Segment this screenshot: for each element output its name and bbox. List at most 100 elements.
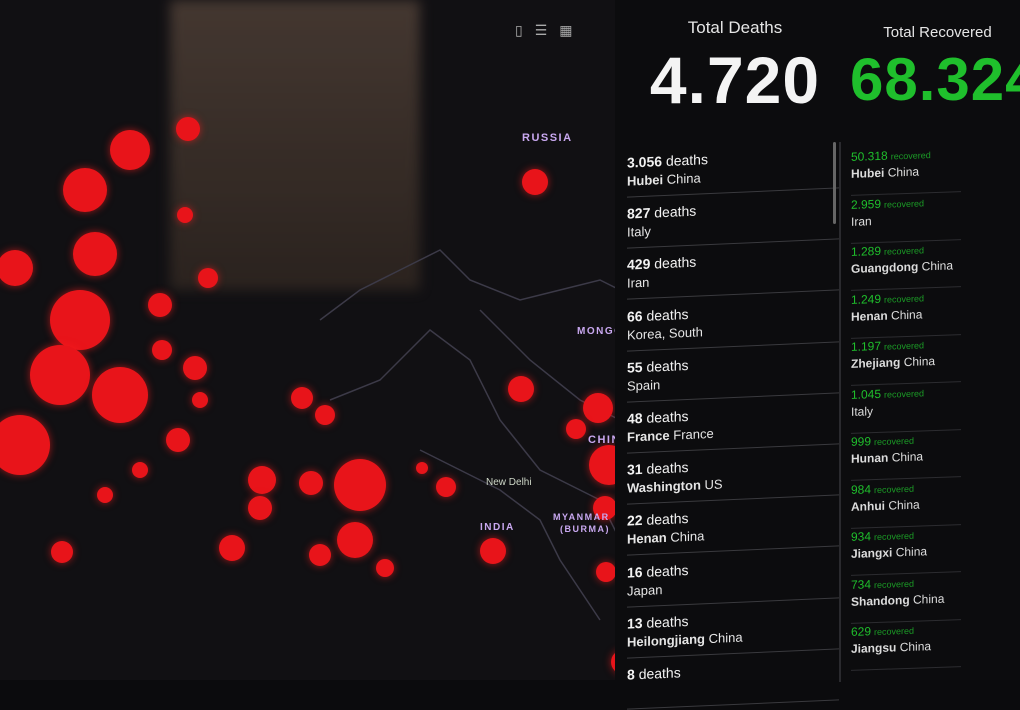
case-bubble[interactable] (593, 496, 617, 520)
case-bubble[interactable] (219, 535, 245, 561)
recovered-country: China (895, 544, 928, 560)
deaths-list-item[interactable]: 13 deaths Heilongjiang China (627, 598, 839, 659)
deaths-list-item[interactable]: 22 deaths Henan China (627, 495, 839, 557)
list-icon[interactable]: ☰ (534, 22, 548, 38)
recovered-list-item[interactable]: 1.045 recovered Italy (851, 381, 961, 433)
recovered-list-item[interactable]: 1.289 recovered Guangdong China (851, 239, 961, 291)
map-label-mongolia: MONGO (577, 326, 624, 337)
recovered-list-item[interactable]: 1.249 recovered Henan China (851, 286, 961, 338)
case-bubble[interactable] (63, 168, 107, 212)
recovered-list-item[interactable]: 50.318 recovered Hubei China (851, 144, 961, 196)
case-bubble[interactable] (248, 466, 276, 494)
case-bubble[interactable] (51, 541, 73, 563)
recovered-place: Jiangsu (851, 640, 897, 656)
case-bubble[interactable] (50, 290, 110, 350)
deaths-list-item[interactable]: 429 deaths Iran (627, 239, 839, 301)
death-country: Korea, South (627, 323, 703, 343)
case-bubble[interactable] (176, 117, 200, 141)
deaths-list-item[interactable]: 16 deaths Japan (627, 546, 839, 608)
death-unit: deaths (646, 510, 689, 529)
recovered-list-item[interactable]: 629 recovered Jiangsu China (851, 619, 961, 671)
death-count: 3.056 (627, 153, 663, 171)
deaths-list-item[interactable]: 48 deaths France France (627, 393, 839, 454)
deaths-list-item[interactable]: 8 deaths (627, 649, 839, 710)
recovered-list-item[interactable]: 999 recovered Hunan China (851, 429, 961, 481)
case-bubble[interactable] (583, 393, 613, 423)
case-bubble[interactable] (248, 496, 272, 520)
recovered-country: China (891, 306, 923, 323)
case-bubble[interactable] (299, 471, 323, 495)
case-bubble[interactable] (177, 207, 193, 223)
recovered-country: China (891, 449, 924, 465)
death-count: 22 (627, 512, 643, 529)
case-bubble[interactable] (291, 387, 313, 409)
case-bubble[interactable] (334, 459, 386, 511)
map-label-new-delhi: New Delhi (486, 477, 532, 488)
death-place: France (627, 427, 670, 445)
death-country: China (666, 170, 701, 187)
case-bubble[interactable] (337, 522, 373, 558)
map-label-russia: RUSSIA (522, 132, 573, 144)
case-bubble[interactable] (309, 544, 331, 566)
recovered-list-item[interactable]: 984 recovered Anhui China (851, 476, 961, 528)
case-bubble[interactable] (97, 487, 113, 503)
case-bubble[interactable] (30, 345, 90, 405)
bookmark-icon[interactable]: ▯ (515, 22, 523, 38)
case-bubble[interactable] (152, 340, 172, 360)
case-bubble[interactable] (0, 415, 50, 475)
recovered-unit: recovered (874, 483, 915, 495)
case-bubble[interactable] (376, 559, 394, 577)
map-label-china: CHIN. (588, 434, 626, 446)
case-bubble[interactable] (198, 268, 218, 288)
deaths-list-item[interactable]: 66 deaths Korea, South (627, 290, 839, 352)
case-bubble[interactable] (416, 462, 428, 474)
world-map[interactable]: RUSSIA MONGO CHIN. INDIA MYANMAR (BURMA)… (0, 0, 640, 680)
recovered-unit: recovered (884, 292, 925, 305)
case-bubble[interactable] (566, 419, 586, 439)
recovered-place: Hubei (851, 165, 885, 181)
case-bubble[interactable] (132, 462, 148, 478)
recovered-list-item[interactable]: 1.197 recovered Zhejiang China (851, 334, 961, 386)
recovered-count: 934 (851, 529, 872, 544)
case-bubble[interactable] (148, 293, 172, 317)
recovered-place: Shandong (851, 592, 910, 609)
case-bubble[interactable] (480, 538, 506, 564)
deaths-scrollbar[interactable] (833, 142, 836, 224)
case-bubble[interactable] (522, 169, 548, 195)
recovered-place: Anhui (851, 498, 885, 514)
recovered-list-item[interactable]: 934 recovered Jiangxi China (851, 524, 961, 576)
recovered-list-item[interactable]: 2.959 recovered Iran (851, 191, 961, 243)
case-bubble[interactable] (315, 405, 335, 425)
death-place: Hubei (627, 172, 664, 189)
death-country: France (673, 425, 714, 443)
death-unit: deaths (646, 459, 689, 477)
death-country: Spain (627, 376, 661, 394)
map-land-region (170, 0, 420, 290)
case-bubble[interactable] (436, 477, 456, 497)
recovered-list[interactable]: 50.318 recovered Hubei China 2.959 recover… (851, 144, 961, 671)
death-count: 13 (627, 614, 643, 632)
map-label-burma: (BURMA) (560, 524, 610, 534)
total-recovered-value: 68.324 (850, 46, 1020, 113)
case-bubble[interactable] (0, 250, 33, 286)
recovered-unit: recovered (890, 150, 931, 162)
case-bubble[interactable] (166, 428, 190, 452)
recovered-unit: recovered (874, 625, 915, 638)
total-deaths-value: 4.720 (649, 43, 821, 117)
deaths-list[interactable]: 3.056 deaths Hubei China 827 deaths Ital… (627, 137, 839, 710)
recovered-country: China (888, 497, 920, 513)
death-unit: deaths (638, 664, 681, 682)
case-bubble[interactable] (92, 367, 148, 423)
case-bubble[interactable] (73, 232, 117, 276)
recovered-list-item[interactable]: 734 recovered Shandong China (851, 571, 961, 623)
case-bubble[interactable] (110, 130, 150, 170)
recovered-country: China (913, 591, 945, 607)
case-bubble[interactable] (596, 562, 616, 582)
recovered-country: Iran (851, 213, 872, 229)
recovered-count: 1.197 (851, 338, 882, 354)
case-bubble[interactable] (508, 376, 534, 402)
deaths-list-item[interactable]: 55 deaths Spain (627, 342, 839, 403)
grid-icon[interactable]: ▦ (559, 22, 573, 38)
case-bubble[interactable] (192, 392, 208, 408)
case-bubble[interactable] (183, 356, 207, 380)
